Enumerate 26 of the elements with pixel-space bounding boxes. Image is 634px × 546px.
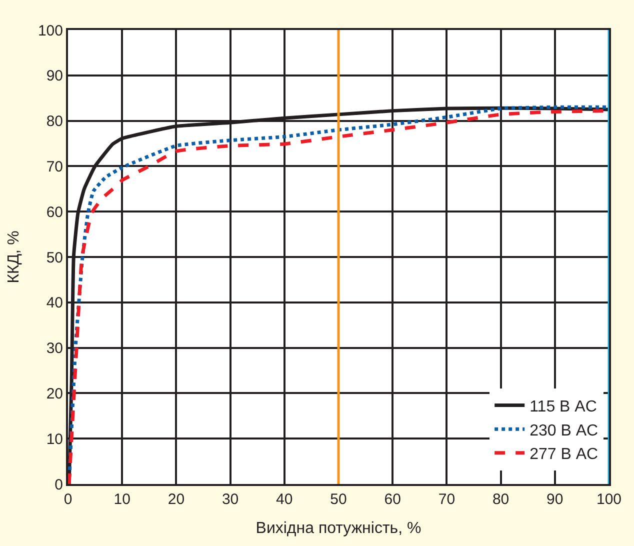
- y-tick-label: 20: [46, 385, 63, 402]
- x-axis-title: Вихідна потужність, %: [256, 520, 422, 538]
- y-tick-label: 90: [46, 68, 63, 85]
- x-tick-label: 90: [546, 491, 564, 508]
- x-tick-label: 10: [114, 491, 130, 508]
- y-tick-label: 80: [46, 113, 63, 130]
- x-tick-label: 30: [222, 491, 239, 508]
- legend-label: 230 В AC: [530, 422, 598, 440]
- y-tick-label: 40: [46, 294, 63, 312]
- x-tick-label: 50: [330, 491, 347, 508]
- y-tick-label: 0: [54, 476, 63, 494]
- y-tick-label: 10: [46, 430, 63, 448]
- x-tick-label: 20: [168, 491, 185, 508]
- y-tick-label: 70: [46, 158, 63, 176]
- x-tick-label: 40: [276, 491, 293, 508]
- x-tick-label: 100: [596, 491, 622, 508]
- x-tick-label: 70: [438, 491, 456, 508]
- y-tick-label: 100: [38, 22, 63, 40]
- legend-label: 277 В AC: [530, 446, 598, 464]
- y-tick-label: 30: [46, 340, 63, 358]
- legend-label: 115 В AC: [530, 398, 597, 416]
- y-tick-label: 60: [46, 204, 63, 221]
- y-tick-label: 50: [46, 249, 63, 266]
- y-axis-title: ККД, %: [5, 230, 22, 284]
- x-tick-label: 60: [384, 491, 401, 508]
- x-tick-label: 80: [492, 491, 510, 508]
